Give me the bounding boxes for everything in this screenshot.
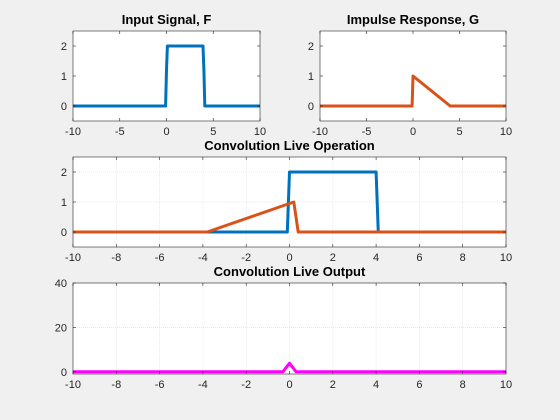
x-tick-label: -4 [198,379,208,391]
series-line-0 [73,361,506,374]
x-tick-label: 10 [500,252,512,264]
x-tick-label: 2 [330,252,336,264]
x-tick-label: 10 [500,126,512,138]
x-tick-label: -5 [362,126,372,138]
y-tick-label: 0 [61,227,67,239]
x-tick-label: 5 [456,126,462,138]
axes-convolution-operation: -10 -8 -6 -4 -2 0 2 4 6 8 10 0 1 2 Convolution Live Op… [61,138,512,264]
chart-title: Convolution Live Operation [204,138,375,153]
series-line-1 [73,200,506,234]
x-tick-label: -10 [65,379,81,391]
chart-title: Convolution Live Output [214,264,366,279]
y-tick-label: 1 [308,71,314,83]
y-tick-label: 2 [308,41,314,53]
x-tick-label: 0 [163,126,169,138]
axes-convolution-output: -10 -8 -6 -4 -2 0 2 4 6 8 10 0 20 40 Convolution Live … [55,264,512,391]
axes-input-signal: -10 -5 0 5 10 0 1 2 Input Signal, F [61,12,266,138]
x-tick-label: 6 [416,252,422,264]
x-tick-label: -6 [155,379,165,391]
y-tick-label: 1 [61,71,67,83]
y-tick-label: 0 [61,367,67,379]
y-tick-label: 0 [308,101,314,113]
y-tick-label: 40 [55,278,67,290]
x-tick-label: 0 [410,126,416,138]
x-tick-label: 10 [254,126,266,138]
series-line-0 [320,74,506,108]
x-tick-label: -4 [198,252,208,264]
series-line-0 [73,44,260,108]
x-tick-label: -8 [111,252,121,264]
chart-title: Input Signal, F [122,12,212,27]
x-tick-label: 4 [373,379,379,391]
x-tick-label: 6 [416,379,422,391]
x-tick-label: 4 [373,252,379,264]
y-tick-label: 2 [61,167,67,179]
x-tick-label: -6 [155,252,165,264]
y-tick-label: 0 [61,101,67,113]
y-tick-label: 1 [61,197,67,209]
x-tick-label: 0 [286,252,292,264]
x-tick-label: -2 [241,252,251,264]
x-tick-label: -8 [111,379,121,391]
x-tick-label: 5 [210,126,216,138]
y-tick-label: 2 [61,41,67,53]
y-tick-label: 20 [55,322,67,334]
x-tick-label: -10 [312,126,328,138]
plot-area [73,283,506,374]
x-tick-label: -2 [241,379,251,391]
x-tick-label: 10 [500,379,512,391]
x-tick-label: -5 [115,126,125,138]
x-tick-label: -10 [65,126,81,138]
axes-impulse-response: -10 -5 0 5 10 0 1 2 Impulse Response, G [308,12,512,138]
chart-title: Impulse Response, G [347,12,479,27]
x-tick-label: 8 [460,252,466,264]
x-tick-label: 8 [460,379,466,391]
x-tick-label: -10 [65,252,81,264]
x-tick-label: 2 [330,379,336,391]
x-tick-label: 0 [286,379,292,391]
